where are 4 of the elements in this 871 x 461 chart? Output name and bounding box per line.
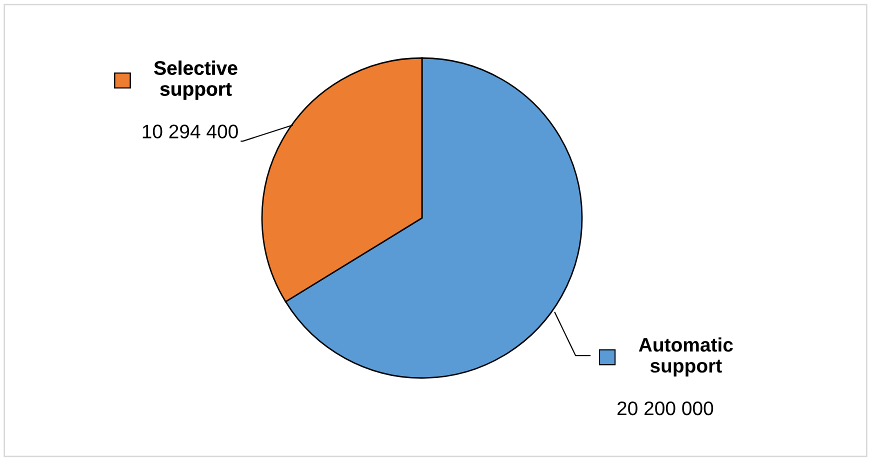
legend-label: Automatic support <box>638 337 733 376</box>
legend-label: Selective support <box>154 60 238 100</box>
data-label: 10 294 400 <box>142 124 238 138</box>
data-label: 20 200 000 <box>618 401 714 416</box>
